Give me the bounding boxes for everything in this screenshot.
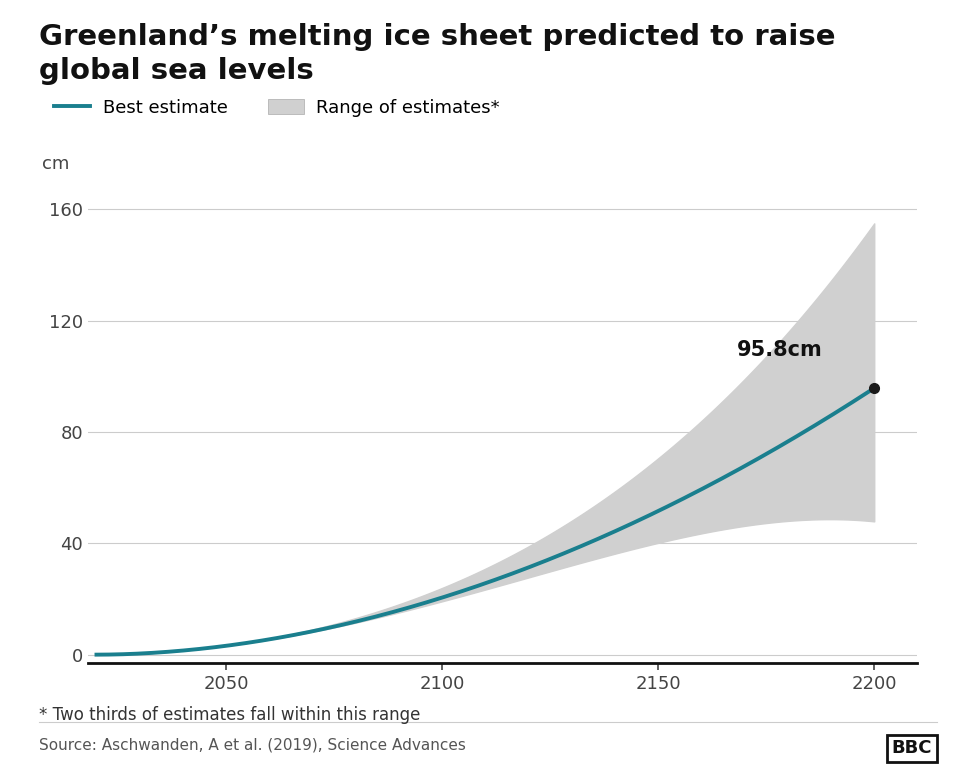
Text: Source: Aschwanden, A et al. (2019), Science Advances: Source: Aschwanden, A et al. (2019), Sci… [39,737,466,752]
Legend: Best estimate, Range of estimates*: Best estimate, Range of estimates* [47,91,508,124]
Text: cm: cm [42,155,69,173]
Text: Greenland’s melting ice sheet predicted to raise
global sea levels: Greenland’s melting ice sheet predicted … [39,23,835,85]
Text: BBC: BBC [892,739,932,757]
Text: 95.8cm: 95.8cm [737,340,823,360]
Text: * Two thirds of estimates fall within this range: * Two thirds of estimates fall within th… [39,706,421,724]
